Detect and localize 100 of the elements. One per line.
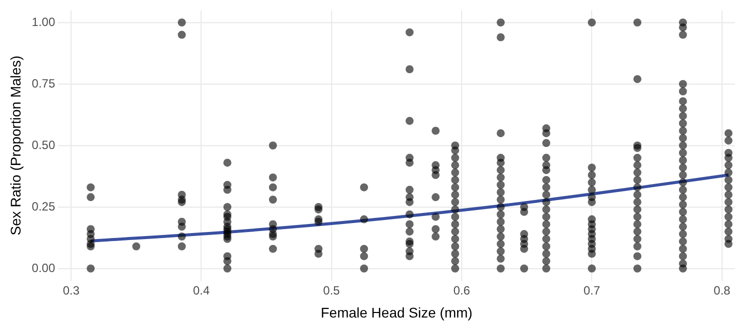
y-tick-label: 1.00 (32, 14, 56, 29)
x-tick-label: 0.5 (323, 283, 340, 298)
point (496, 232, 505, 241)
point (724, 240, 732, 248)
point (496, 196, 505, 204)
point (360, 244, 368, 253)
point (678, 87, 687, 96)
point (633, 75, 642, 84)
point (633, 18, 642, 26)
point (588, 164, 596, 172)
point (633, 144, 642, 152)
point (588, 250, 596, 258)
point (451, 154, 460, 162)
point (86, 242, 95, 250)
point (451, 190, 460, 199)
point (542, 176, 550, 184)
point (633, 190, 642, 199)
point (86, 193, 95, 202)
point (724, 136, 732, 145)
point (496, 225, 505, 234)
point (633, 205, 642, 214)
point (678, 237, 687, 246)
point (724, 190, 732, 199)
y-axis-title: Sex Ratio (Proportion Males) (7, 56, 24, 236)
point (451, 161, 460, 170)
point (496, 203, 505, 211)
point (178, 242, 186, 250)
point (724, 228, 732, 236)
point (406, 116, 414, 125)
point (451, 205, 460, 214)
point (268, 173, 277, 182)
point (223, 264, 232, 272)
point (678, 23, 687, 32)
point (432, 126, 440, 135)
point (268, 244, 277, 253)
point (360, 252, 368, 260)
point (542, 154, 550, 162)
point (432, 193, 440, 202)
point (223, 158, 232, 167)
point (314, 218, 322, 226)
point (678, 208, 687, 216)
point (451, 250, 460, 258)
point (724, 168, 732, 177)
point (633, 264, 642, 272)
point (678, 148, 687, 157)
y-tick-label: 0.75 (32, 76, 56, 90)
point (678, 244, 687, 253)
point (542, 183, 550, 192)
point (678, 215, 687, 224)
x-tick-label: 0.8 (714, 283, 731, 298)
point (314, 205, 322, 214)
point (678, 134, 687, 142)
point (406, 220, 414, 228)
point (633, 212, 642, 221)
point (451, 257, 460, 266)
point (178, 198, 186, 206)
point (678, 142, 687, 150)
point (496, 166, 505, 174)
point (542, 190, 550, 199)
point (451, 183, 460, 192)
point (678, 200, 687, 209)
point (451, 146, 460, 154)
point (496, 173, 505, 182)
point (588, 186, 596, 194)
point (223, 186, 232, 194)
point (406, 198, 414, 206)
point (496, 188, 505, 196)
point (223, 203, 232, 211)
point (678, 104, 687, 113)
point (633, 242, 642, 250)
x-tick-label: 0.7 (583, 283, 600, 298)
point (360, 183, 368, 192)
point (678, 171, 687, 180)
point (542, 220, 550, 228)
point (724, 212, 732, 221)
point (542, 257, 550, 266)
point (542, 212, 550, 221)
point (178, 232, 186, 241)
x-tick-label: 0.4 (192, 283, 210, 298)
point (432, 225, 440, 234)
point (451, 242, 460, 250)
point (542, 129, 550, 138)
point (678, 178, 687, 186)
point (268, 142, 277, 150)
point (588, 18, 596, 26)
point (678, 230, 687, 238)
point (678, 119, 687, 128)
point (496, 18, 505, 26)
point (178, 222, 186, 231)
point (724, 205, 732, 214)
point (542, 166, 550, 174)
x-tick-label: 0.3 (62, 283, 80, 298)
point (406, 158, 414, 167)
point (724, 220, 732, 228)
point (542, 205, 550, 214)
point (542, 198, 550, 206)
point (451, 168, 460, 177)
point (542, 139, 550, 148)
point (451, 228, 460, 236)
point (633, 154, 642, 162)
